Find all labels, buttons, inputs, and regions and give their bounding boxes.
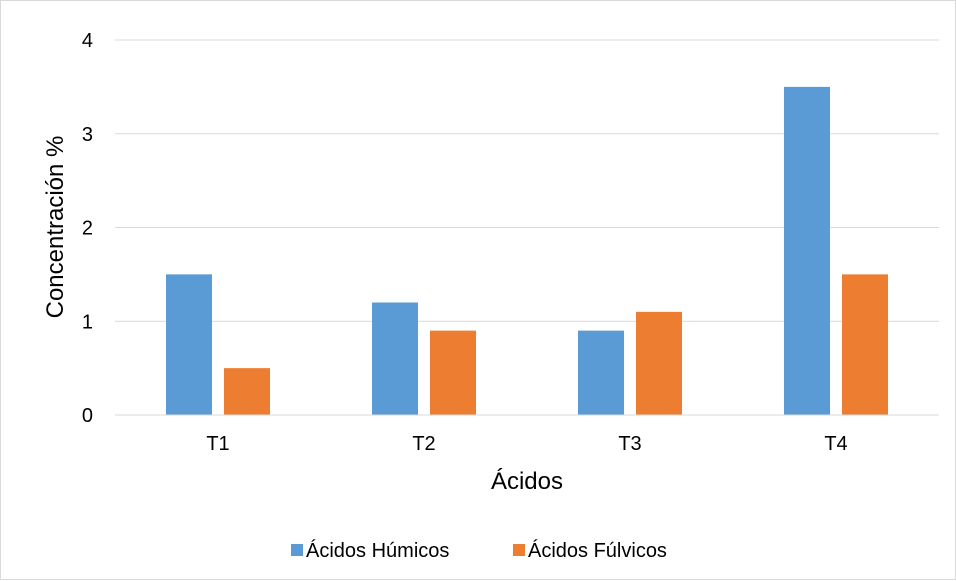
legend-swatch — [291, 544, 303, 556]
y-tick-label: 0 — [82, 405, 93, 427]
y-tick-label: 1 — [82, 311, 93, 333]
bar-t1-series-1 — [166, 274, 212, 415]
x-tick-label: T3 — [618, 433, 641, 455]
legend-label: Ácidos Húmicos — [306, 539, 449, 562]
y-tick-label: 2 — [82, 218, 93, 240]
legend-label: Ácidos Fúlvicos — [528, 539, 667, 562]
legend: Ácidos Húmicos Ácidos Fúlvicos — [291, 539, 667, 562]
bar-t4-series-1 — [784, 86, 830, 415]
bar-t1-series-2 — [224, 368, 270, 415]
x-tick-labels: T1 T2 T3 T4 — [206, 433, 847, 455]
bars — [166, 86, 888, 415]
bar-t3-series-2 — [636, 311, 682, 415]
x-tick-label: T4 — [824, 433, 847, 455]
x-tick-label: T2 — [412, 433, 435, 455]
y-tick-labels: 0 1 2 3 4 — [82, 30, 93, 427]
bar-t2-series-1 — [372, 302, 418, 415]
y-tick-label: 4 — [82, 30, 93, 52]
x-axis-title: Ácidos — [491, 468, 563, 495]
bar-t2-series-2 — [430, 330, 476, 415]
bar-t3-series-1 — [578, 330, 624, 415]
x-tick-label: T1 — [206, 433, 229, 455]
y-tick-label: 3 — [82, 124, 93, 146]
legend-swatch — [513, 544, 525, 556]
y-axis-title: Concentración % — [42, 136, 69, 319]
bar-t4-series-2 — [842, 274, 888, 415]
